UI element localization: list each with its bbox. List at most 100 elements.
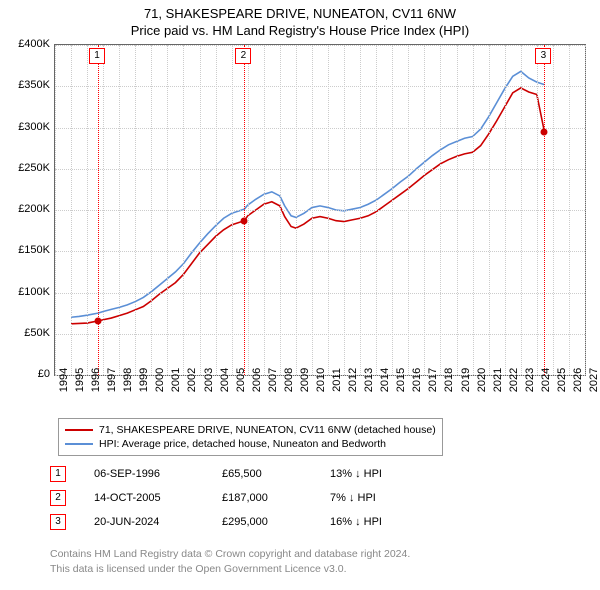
y-axis-label: £50K (6, 327, 50, 339)
legend-label-property: 71, SHAKESPEARE DRIVE, NUNEATON, CV11 6N… (99, 424, 436, 436)
gridline-v (248, 45, 249, 375)
sale-marker: 2 (50, 490, 66, 506)
x-axis-label: 2011 (331, 368, 343, 392)
x-axis-label: 2010 (315, 368, 327, 392)
y-axis-label: £150K (6, 244, 50, 256)
x-axis-label: 2001 (170, 368, 182, 392)
gridline-v (344, 45, 345, 375)
legend-label-hpi: HPI: Average price, detached house, Nune… (99, 438, 386, 450)
gridline-v (71, 45, 72, 375)
x-axis-label: 2024 (540, 368, 552, 392)
gridline-v (585, 45, 586, 375)
sale-date: 06-SEP-1996 (94, 468, 194, 480)
x-axis-label: 2027 (588, 368, 600, 392)
gridline-v (328, 45, 329, 375)
gridline-v (232, 45, 233, 375)
gridline-v (55, 45, 56, 375)
x-axis-label: 2009 (299, 368, 311, 392)
gridline-v (473, 45, 474, 375)
x-axis-label: 1999 (138, 368, 150, 392)
y-axis-label: £200K (6, 203, 50, 215)
sale-date: 20-JUN-2024 (94, 516, 194, 528)
gridline-v (103, 45, 104, 375)
sale-marker: 1 (50, 466, 66, 482)
sale-price: £295,000 (222, 516, 302, 528)
x-axis-label: 1995 (74, 368, 86, 392)
x-axis-label: 2006 (251, 368, 263, 392)
x-axis-label: 2017 (427, 368, 439, 392)
x-axis-label: 2004 (219, 368, 231, 392)
legend-swatch-property (65, 429, 93, 431)
sale-row: 106-SEP-1996£65,50013% ↓ HPI (50, 466, 420, 482)
event-line (98, 45, 99, 375)
x-axis-label: 2008 (283, 368, 295, 392)
x-axis-label: 2026 (572, 368, 584, 392)
x-axis-label: 2018 (443, 368, 455, 392)
event-line (544, 45, 545, 375)
event-line (244, 45, 245, 375)
event-marker: 3 (535, 48, 551, 64)
event-point (241, 217, 248, 224)
gridline-v (280, 45, 281, 375)
gridline-v (521, 45, 522, 375)
x-axis-label: 2023 (524, 368, 536, 392)
gridline-v (200, 45, 201, 375)
event-point (541, 128, 548, 135)
x-axis-label: 2002 (186, 368, 198, 392)
gridline-v (569, 45, 570, 375)
x-axis-label: 2022 (508, 368, 520, 392)
x-axis-label: 2007 (267, 368, 279, 392)
legend-row-property: 71, SHAKESPEARE DRIVE, NUNEATON, CV11 6N… (65, 423, 436, 437)
x-axis-label: 2012 (347, 368, 359, 392)
gridline-v (489, 45, 490, 375)
x-axis-label: 1997 (106, 368, 118, 392)
x-axis-label: 2005 (235, 368, 247, 392)
event-marker: 1 (89, 48, 105, 64)
y-axis-label: £400K (6, 38, 50, 50)
x-axis-label: 2000 (154, 368, 166, 392)
event-marker: 2 (235, 48, 251, 64)
x-axis-label: 2020 (476, 368, 488, 392)
gridline-v (183, 45, 184, 375)
gridline-v (135, 45, 136, 375)
gridline-v (296, 45, 297, 375)
footer-licence: This data is licensed under the Open Gov… (50, 563, 347, 575)
gridline-v (505, 45, 506, 375)
sale-marker: 3 (50, 514, 66, 530)
footer-copyright: Contains HM Land Registry data © Crown c… (50, 548, 410, 560)
gridline-v (360, 45, 361, 375)
x-axis-label: 2021 (492, 368, 504, 392)
x-axis-label: 1996 (90, 368, 102, 392)
event-point (95, 317, 102, 324)
sale-diff: 13% ↓ HPI (330, 468, 420, 480)
sale-date: 14-OCT-2005 (94, 492, 194, 504)
y-axis-label: £100K (6, 286, 50, 298)
legend-swatch-hpi (65, 443, 93, 445)
gridline-v (216, 45, 217, 375)
plot-area (54, 44, 586, 376)
sale-row: 214-OCT-2005£187,0007% ↓ HPI (50, 490, 420, 506)
y-axis-label: £0 (6, 368, 50, 380)
gridline-v (392, 45, 393, 375)
gridline-v (87, 45, 88, 375)
legend-row-hpi: HPI: Average price, detached house, Nune… (65, 437, 436, 451)
x-axis-label: 2015 (395, 368, 407, 392)
y-axis-label: £350K (6, 79, 50, 91)
x-axis-label: 2019 (460, 368, 472, 392)
gridline-v (264, 45, 265, 375)
y-axis-label: £250K (6, 162, 50, 174)
y-axis-label: £300K (6, 121, 50, 133)
gridline-v (376, 45, 377, 375)
sale-diff: 16% ↓ HPI (330, 516, 420, 528)
legend: 71, SHAKESPEARE DRIVE, NUNEATON, CV11 6N… (58, 418, 443, 456)
sale-diff: 7% ↓ HPI (330, 492, 420, 504)
x-axis-label: 1994 (58, 368, 70, 392)
page-subtitle: Price paid vs. HM Land Registry's House … (0, 21, 600, 42)
gridline-v (457, 45, 458, 375)
gridline-v (424, 45, 425, 375)
chart-container: 71, SHAKESPEARE DRIVE, NUNEATON, CV11 6N… (0, 0, 600, 590)
x-axis-label: 2025 (556, 368, 568, 392)
gridline-v (312, 45, 313, 375)
x-axis-label: 2003 (203, 368, 215, 392)
gridline-v (537, 45, 538, 375)
